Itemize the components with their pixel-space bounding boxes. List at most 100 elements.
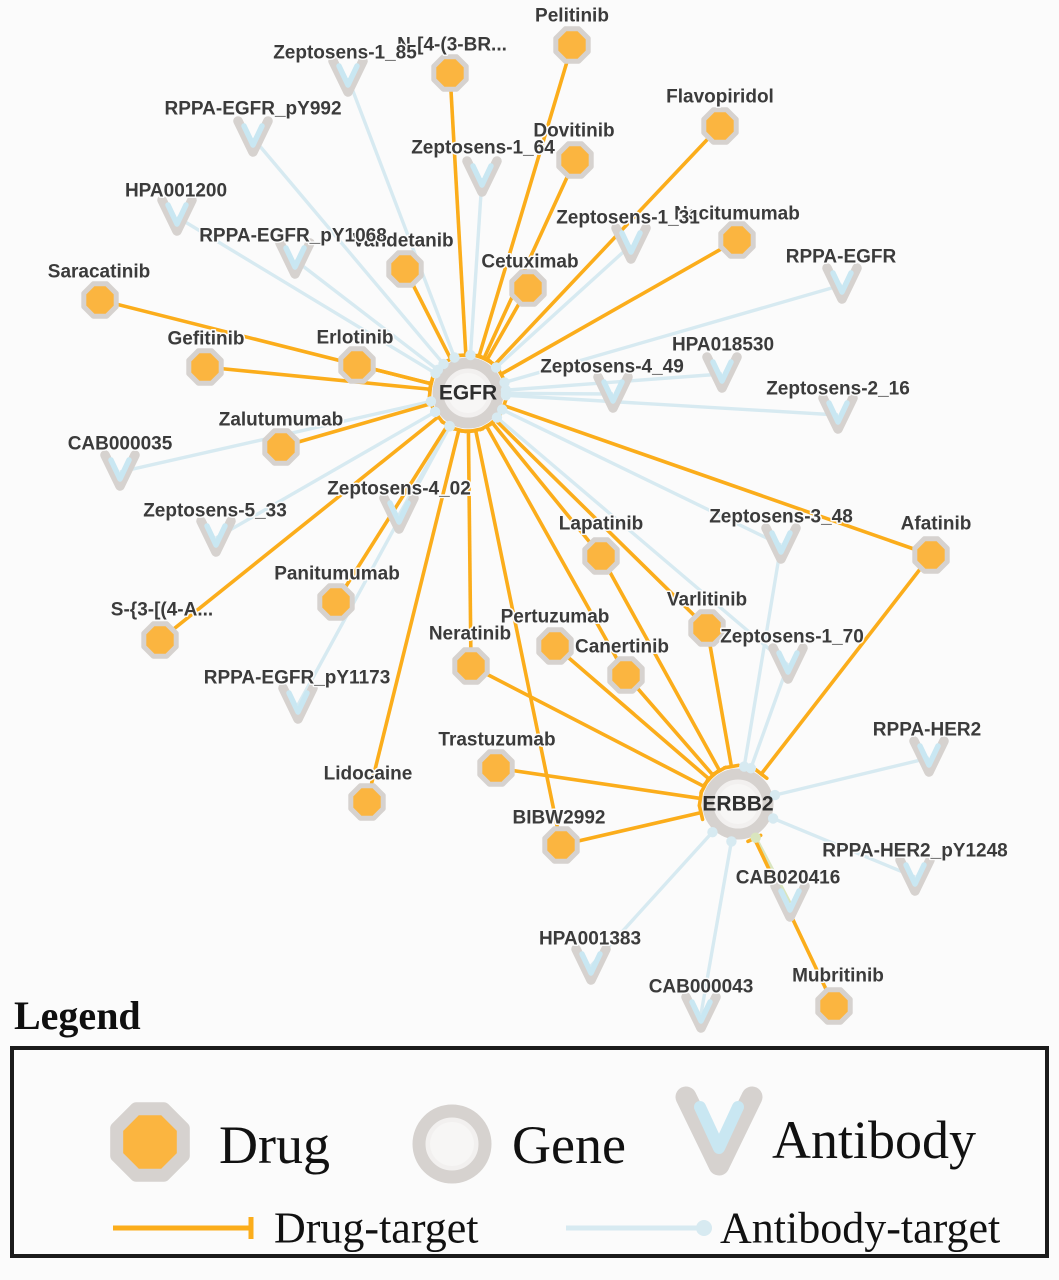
tee-end-saracatinib-egfr: [427, 375, 435, 393]
antibody-node-zeptosens-1-31[interactable]: [611, 223, 651, 264]
edge-canertinib-erbb2: [624, 673, 715, 777]
edge-trastuzumab-erbb2: [495, 766, 701, 801]
drug-node-bibw2992[interactable]: [542, 826, 580, 864]
antibody-node-zeptosens-5-33[interactable]: [196, 516, 236, 557]
edge-afatinib-egfr: [503, 403, 932, 557]
antibody-node-zeptosens-2-16[interactable]: [818, 393, 858, 434]
edge-afatinib-erbb2: [759, 553, 933, 776]
node-label-neratinib: Neratinib: [429, 624, 511, 645]
drug-node-pertuzumab[interactable]: [536, 627, 574, 665]
node-label-zalutumumab: Zalutumumab: [219, 410, 344, 431]
legend-title: Legend: [14, 993, 141, 1038]
edge-lapatinib-erbb2: [599, 555, 722, 772]
drug-node-afatinib[interactable]: [912, 536, 950, 574]
drug-node-trastuzumab[interactable]: [477, 749, 515, 787]
antibody-node-rppa-egfr-py992[interactable]: [233, 116, 273, 157]
drug-node-neratinib[interactable]: [452, 647, 490, 685]
antibody-node-rppa-egfr[interactable]: [822, 263, 862, 304]
drug-node-saracatinib[interactable]: [81, 281, 119, 319]
antibody-node-zeptosens-1-70[interactable]: [768, 643, 808, 684]
dot-end-zeptosens-1-70-erbb2: [745, 763, 757, 774]
gene-node-egfr[interactable]: [432, 357, 504, 429]
antibody-target-legend-icon: [566, 1220, 712, 1236]
node-label-bibw2992: BIBW2992: [513, 808, 606, 829]
antibody-node-cab000043[interactable]: [681, 992, 721, 1033]
node-label-rppa-egfr: RPPA-EGFR: [786, 247, 897, 268]
node-label-zeptosens-3-48: Zeptosens-3_48: [709, 507, 853, 528]
dot-end-zeptosens-1-64-egfr: [465, 349, 476, 361]
node-label-pelitinib: Pelitinib: [535, 6, 609, 27]
node-label-zeptosens-4-02: Zeptosens-4_02: [327, 479, 471, 500]
drug-node-varlitinib[interactable]: [688, 609, 726, 647]
antibody-node-hpa001200[interactable]: [157, 195, 197, 236]
dot-end-cab000035-egfr: [425, 396, 437, 407]
antibody-node-rppa-egfr-py1068[interactable]: [275, 238, 315, 279]
edge-canertinib-egfr: [485, 425, 628, 676]
edge-rppa-egfr-py1173-egfr: [296, 425, 452, 706]
node-label-dovitinib: Dovitinib: [533, 121, 614, 142]
dot-end-rppa-egfr-egfr: [499, 377, 510, 388]
edge-saracatinib-egfr: [99, 298, 432, 386]
edge-rppa-her2-erbb2: [774, 756, 930, 797]
node-label-cab000035: CAB000035: [68, 434, 173, 455]
antibody-node-cab020416[interactable]: [770, 881, 810, 922]
drug-node-canertinib[interactable]: [607, 656, 645, 694]
drug-node-dovitinib[interactable]: [556, 141, 594, 179]
drug-node-necitumumab[interactable]: [718, 221, 756, 259]
antibody-node-zeptosens-4-49[interactable]: [593, 372, 633, 413]
node-label-gefitinib: Gefitinib: [167, 329, 244, 350]
edge-flavopiridol-egfr: [492, 124, 722, 367]
legend-box: Drug Gene Antibody Drug-target Antibody-…: [10, 1046, 1049, 1258]
edge-rppa-her2-py1248-erbb2: [772, 816, 916, 879]
edge-hpa018530-egfr: [505, 372, 723, 392]
antibody-node-zeptosens-3-48[interactable]: [761, 523, 801, 564]
antibody-node-cab000035[interactable]: [100, 450, 140, 491]
drug-node-mubritinib[interactable]: [815, 987, 853, 1025]
node-label-saracatinib: Saracatinib: [48, 262, 150, 283]
node-label-trastuzumab: Trastuzumab: [438, 730, 555, 751]
edge-varlitinib-erbb2: [705, 627, 734, 767]
drug-node-panitumumab[interactable]: [317, 583, 355, 621]
edge-dovitinib-egfr: [482, 159, 577, 360]
antibody-node-rppa-her2[interactable]: [909, 736, 949, 777]
antibody-node-hpa018530[interactable]: [702, 352, 742, 393]
antibody-node-zeptosens-1-85[interactable]: [328, 56, 368, 97]
node-label-cab000043: CAB000043: [649, 977, 754, 998]
gene-legend-label: Gene: [512, 1115, 626, 1175]
gene-legend-icon: [412, 1104, 492, 1184]
drug-node-lidocaine[interactable]: [348, 783, 386, 821]
edge-bibw2992-erbb2: [560, 810, 702, 847]
gene-node-erbb2[interactable]: [702, 768, 774, 840]
antibody-legend-label: Antibody: [772, 1110, 977, 1170]
drug-node-gefitinib[interactable]: [186, 348, 224, 386]
node-label-n-4-3-br: N-[4-(3-BR...: [397, 35, 507, 56]
drug-node-erlotinib[interactable]: [338, 346, 376, 384]
node-label-zeptosens-2-16: Zeptosens-2_16: [766, 379, 910, 400]
drug-node-cetuximab[interactable]: [509, 269, 547, 307]
antibody-node-hpa001383[interactable]: [571, 944, 611, 985]
antibody-node-rppa-egfr-py1173[interactable]: [278, 683, 318, 724]
antibody-node-zeptosens-4-02[interactable]: [379, 493, 419, 534]
dot-end-rppa-her2-erbb2: [769, 789, 781, 801]
drug-node-lapatinib[interactable]: [582, 537, 620, 575]
edge-varlitinib-egfr: [493, 418, 709, 630]
node-label-lapatinib: Lapatinib: [559, 514, 643, 535]
drug-node-zalutumumab[interactable]: [262, 428, 300, 466]
node-label-hpa001383: HPA001383: [539, 929, 641, 950]
edge-rppa-egfr-py1068-egfr: [293, 258, 439, 372]
node-label-zeptosens-5-33: Zeptosens-5_33: [143, 501, 287, 522]
drug-node-vandetanib[interactable]: [386, 250, 424, 288]
node-label-cab020416: CAB020416: [736, 868, 841, 889]
edge-n-4-3-br-egfr: [448, 72, 468, 356]
drug-node-n-4-3-br[interactable]: [431, 54, 469, 92]
edge-zeptosens-3-48-egfr: [501, 408, 782, 547]
antibody-node-zeptosens-1-64[interactable]: [462, 156, 502, 197]
dot-end-zeptosens-2-16-egfr: [500, 390, 512, 401]
drug-node-s-3-4-a[interactable]: [141, 621, 179, 659]
drug-node-flavopiridol[interactable]: [701, 107, 739, 145]
drug-node-pelitinib[interactable]: [553, 26, 591, 64]
node-label-canertinib: Canertinib: [575, 637, 669, 658]
antibody-node-rppa-her2-py1248[interactable]: [895, 855, 935, 896]
edge-zeptosens-1-64-egfr: [468, 177, 484, 356]
